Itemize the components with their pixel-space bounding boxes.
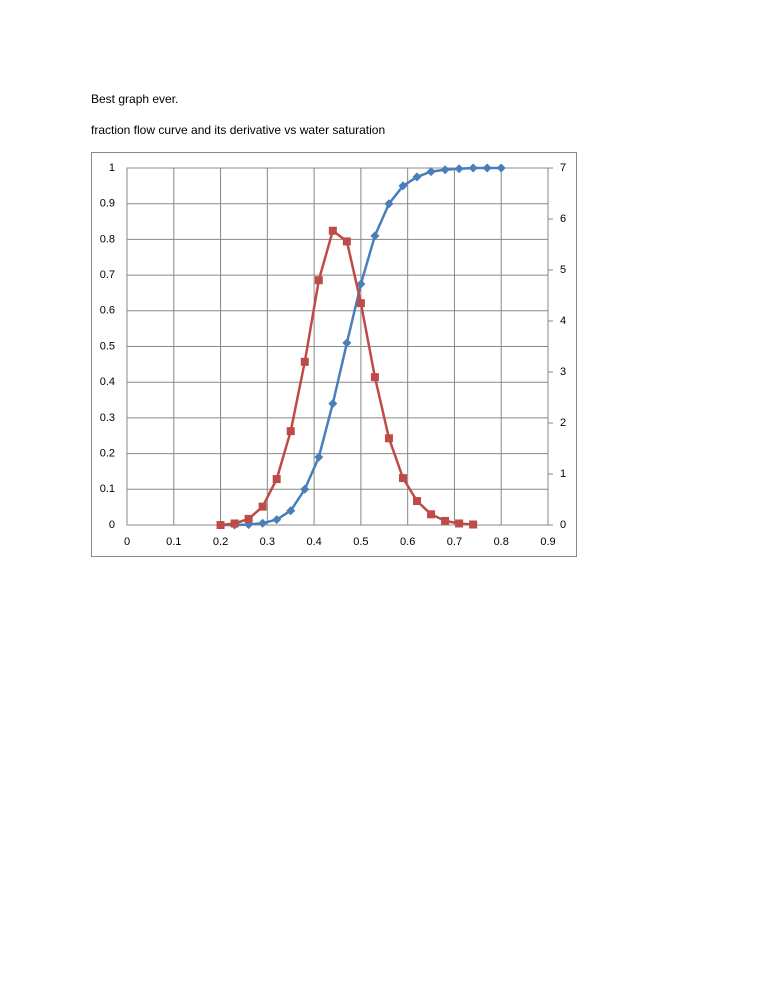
marker: [356, 299, 365, 308]
marker: [370, 231, 380, 241]
marker: [286, 506, 296, 516]
marker: [469, 520, 478, 529]
marker: [468, 163, 478, 173]
marker: [482, 163, 492, 173]
x-tick-label: 0.3: [260, 536, 275, 548]
chart-frame: [91, 152, 577, 557]
heading: Best graph ever.: [91, 92, 179, 106]
marker: [314, 276, 323, 285]
x-tick-label: 0.6: [400, 536, 415, 548]
marker: [328, 399, 338, 409]
marker: [286, 427, 295, 436]
y-tick-label: 0: [109, 519, 115, 531]
marker: [258, 518, 268, 528]
marker: [244, 514, 253, 523]
y2-tick-label: 0: [560, 519, 566, 531]
x-tick-label: 0.1: [166, 536, 181, 548]
y2-tick-label: 4: [560, 315, 566, 327]
y2-tick-label: 3: [560, 366, 566, 378]
marker: [314, 452, 324, 462]
marker: [426, 167, 436, 177]
y-tick-label: 0.5: [100, 340, 115, 352]
x-tick-label: 0.8: [494, 536, 509, 548]
y2-tick-label: 7: [560, 162, 566, 174]
plot-area: [126, 167, 549, 526]
marker: [398, 181, 408, 191]
x-tick-label: 0.5: [353, 536, 368, 548]
marker: [342, 237, 351, 246]
y-tick-label: 0.2: [100, 448, 115, 460]
marker: [455, 519, 464, 528]
marker: [384, 199, 394, 209]
y-tick-label: 0.9: [100, 198, 115, 210]
x-tick-label: 0.2: [213, 536, 228, 548]
marker: [258, 502, 267, 511]
marker: [384, 434, 393, 443]
y2-tick-label: 2: [560, 417, 566, 429]
marker: [216, 521, 225, 529]
marker: [300, 357, 309, 366]
marker: [328, 226, 337, 235]
marker: [412, 172, 422, 182]
marker: [230, 519, 239, 528]
marker: [441, 516, 450, 525]
marker: [342, 338, 352, 348]
y-tick-label: 0.4: [100, 376, 115, 388]
marker: [496, 163, 506, 173]
y-tick-label: 0.6: [100, 305, 115, 317]
marker: [413, 497, 422, 506]
x-tick-label: 0.4: [306, 536, 321, 548]
marker: [370, 373, 379, 382]
y2-tick-label: 1: [560, 468, 566, 480]
y-tick-label: 0.8: [100, 233, 115, 245]
marker: [272, 515, 282, 525]
marker: [440, 165, 450, 175]
marker: [272, 475, 281, 484]
marker: [300, 484, 310, 494]
marker: [454, 164, 464, 174]
x-tick-label: 0: [124, 536, 130, 548]
marker: [356, 279, 366, 289]
x-tick-label: 0.7: [447, 536, 462, 548]
marker: [398, 474, 407, 483]
y-tick-label: 0.7: [100, 269, 115, 281]
x-tick-label: 0.9: [540, 536, 555, 548]
caption: fraction flow curve and its derivative v…: [91, 123, 386, 137]
y2-tick-label: 5: [560, 264, 566, 276]
y-tick-label: 1: [109, 162, 115, 174]
y-tick-label: 0.3: [100, 412, 115, 424]
y2-tick-label: 6: [560, 213, 566, 225]
marker: [427, 510, 436, 519]
y-tick-label: 0.1: [100, 483, 115, 495]
